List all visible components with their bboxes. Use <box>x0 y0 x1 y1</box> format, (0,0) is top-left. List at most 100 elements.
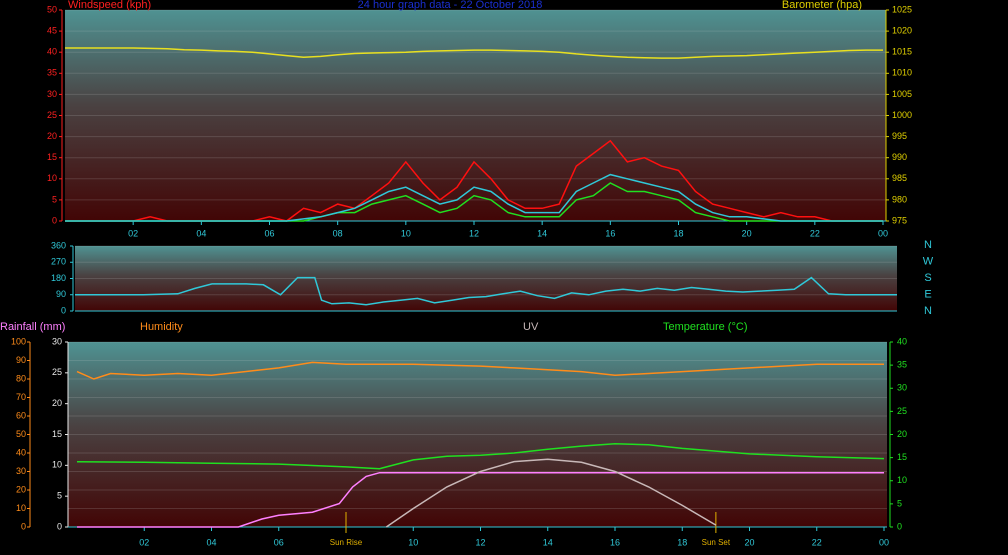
x-tick-label: 14 <box>537 228 547 238</box>
y-tick-label: 80 <box>16 373 26 383</box>
x-tick-label: 22 <box>810 228 820 238</box>
x-tick-label: 04 <box>206 537 216 547</box>
x-tick-label: 10 <box>408 537 418 547</box>
y-tick-label: 0 <box>21 521 26 531</box>
series-line <box>76 443 885 470</box>
y-tick-label: 10 <box>47 173 57 183</box>
y2-tick-label: 0 <box>57 521 62 531</box>
x-tick-label: 00 <box>878 228 888 238</box>
x-tick-label: 12 <box>475 537 485 547</box>
y2-tick-label: 980 <box>892 194 907 204</box>
y-tick-label: 50 <box>47 4 57 14</box>
y-tick-label: 20 <box>47 131 57 141</box>
y2-tick-label: 1005 <box>892 89 912 99</box>
y-tick-label: 0 <box>61 305 66 315</box>
legend-label: Humidity <box>140 321 183 333</box>
x-tick-label: 18 <box>677 537 687 547</box>
y3-tick-label: 20 <box>897 429 907 439</box>
x-tick-label: 06 <box>274 537 284 547</box>
title: 24 hour graph data - 22 October 2018 <box>358 0 543 11</box>
y-tick-label: 15 <box>47 152 57 162</box>
x-tick-label: 22 <box>812 537 822 547</box>
y2-tick-label: 1020 <box>892 25 912 35</box>
y2-tick-label: 1000 <box>892 110 912 120</box>
y2-tick-label: 975 <box>892 215 907 225</box>
y2-tick-label: 995 <box>892 131 907 141</box>
y3-tick-label: 25 <box>897 406 907 416</box>
y2-tick-label: 30 <box>52 336 62 346</box>
x-tick-label: 16 <box>610 537 620 547</box>
y-label: Windspeed (kph) <box>68 0 151 11</box>
direction-label: E <box>924 288 931 300</box>
y-tick-label: 30 <box>16 466 26 476</box>
y2-tick-label: 1010 <box>892 68 912 78</box>
y-tick-label: 270 <box>51 257 66 267</box>
y2-tick-label: 1015 <box>892 47 912 57</box>
legend-label: UV <box>523 321 539 333</box>
x-tick-label: 16 <box>605 228 615 238</box>
y3-tick-label: 40 <box>897 336 907 346</box>
direction-label: N <box>924 239 932 251</box>
x-tick-label: 02 <box>128 228 138 238</box>
direction-label: W <box>923 255 934 267</box>
legend-label: Temperature (°C) <box>663 321 747 333</box>
x-tick-label: 00 <box>879 537 889 547</box>
series-line <box>385 458 717 528</box>
series-line <box>65 173 883 222</box>
y-tick-label: 70 <box>16 392 26 402</box>
y-tick-label: 25 <box>47 110 57 120</box>
plot-background <box>65 10 886 221</box>
legend-label: Rainfall (mm) <box>0 321 65 333</box>
y2-tick-label: 1025 <box>892 4 912 14</box>
y3-tick-label: 0 <box>897 521 902 531</box>
y3-tick-label: 15 <box>897 452 907 462</box>
x-tick-label: 04 <box>196 228 206 238</box>
y-tick-label: 50 <box>16 429 26 439</box>
x-tick-label: 18 <box>673 228 683 238</box>
y2-tick-label: 985 <box>892 173 907 183</box>
y-tick-label: 40 <box>47 47 57 57</box>
x-tick-label: 14 <box>543 537 553 547</box>
y2-label: Barometer (hpa) <box>782 0 862 11</box>
series-line <box>75 276 897 306</box>
series-line <box>65 47 883 59</box>
y-tick-label: 360 <box>51 240 66 250</box>
y-tick-label: 0 <box>52 215 57 225</box>
x-tick-label: 12 <box>469 228 479 238</box>
y-tick-label: 10 <box>16 503 26 513</box>
y-tick-label: 100 <box>11 336 26 346</box>
direction-label: N <box>924 305 932 317</box>
y3-tick-label: 5 <box>897 498 902 508</box>
y-tick-label: 90 <box>16 355 26 365</box>
y2-tick-label: 20 <box>52 398 62 408</box>
plot-background <box>68 342 887 527</box>
y-tick-label: 5 <box>52 194 57 204</box>
x-tick-label: 06 <box>264 228 274 238</box>
y-tick-label: 20 <box>16 484 26 494</box>
y-tick-label: 45 <box>47 25 57 35</box>
y2-tick-label: 10 <box>52 460 62 470</box>
x-tick-label: 02 <box>139 537 149 547</box>
y2-tick-label: 25 <box>52 367 62 377</box>
y-tick-label: 60 <box>16 410 26 420</box>
y-tick-label: 30 <box>47 89 57 99</box>
x-tick-label: 20 <box>744 537 754 547</box>
y-tick-label: 40 <box>16 447 26 457</box>
x-tick-label: 10 <box>401 228 411 238</box>
y3-tick-label: 10 <box>897 475 907 485</box>
annotation-label: Sun Set <box>702 538 731 547</box>
y2-tick-label: 15 <box>52 429 62 439</box>
y-tick-label: 35 <box>47 68 57 78</box>
x-tick-label: 08 <box>333 228 343 238</box>
plot-background <box>75 246 897 311</box>
x-tick-label: 20 <box>742 228 752 238</box>
direction-label: S <box>924 272 931 284</box>
y-tick-label: 180 <box>51 273 66 283</box>
y2-tick-label: 990 <box>892 152 907 162</box>
series-line <box>76 361 884 380</box>
y3-tick-label: 30 <box>897 383 907 393</box>
series-line <box>77 471 884 528</box>
y-tick-label: 90 <box>56 289 66 299</box>
y3-tick-label: 35 <box>897 360 907 370</box>
